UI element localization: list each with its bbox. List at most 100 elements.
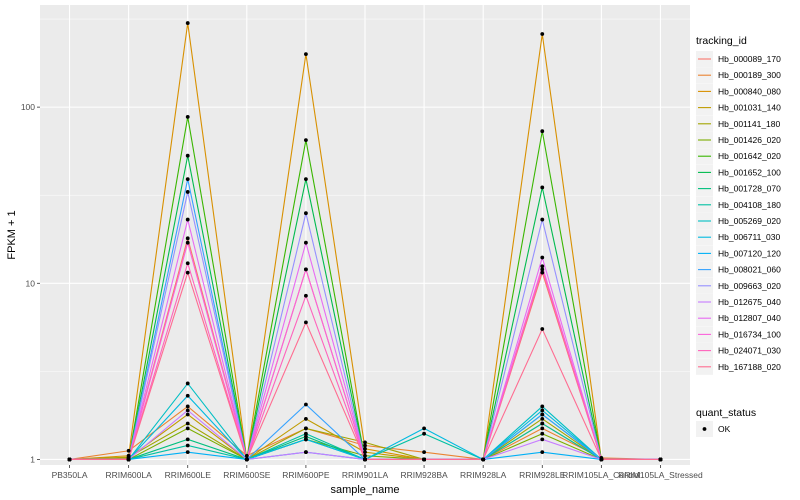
data-point	[304, 450, 308, 455]
data-point	[540, 426, 545, 431]
data-point	[540, 264, 545, 269]
y-tick-label: 1	[30, 454, 35, 464]
data-point	[422, 450, 426, 455]
data-point	[185, 236, 190, 241]
quant-status-legend: quant_status OK	[696, 407, 756, 437]
legend-label: Hb_012675_040	[718, 297, 781, 307]
legend-title: tracking_id	[696, 35, 747, 47]
data-point	[422, 457, 426, 462]
quant-status-items: OK	[696, 421, 731, 437]
x-tick-label: RRIM600LA	[105, 470, 152, 480]
legend-label: Hb_000089_170	[718, 54, 781, 64]
data-point	[185, 408, 190, 413]
data-point	[185, 240, 190, 245]
data-point	[304, 267, 308, 272]
data-point	[185, 217, 190, 222]
data-point	[540, 327, 545, 331]
legend-label: Hb_001426_020	[718, 135, 781, 145]
data-point	[185, 393, 190, 398]
legend-label: Hb_008021_060	[718, 265, 781, 275]
data-point	[304, 431, 308, 436]
legend: tracking_id Hb_000089_170 Hb_000189_300 Hb…	[696, 35, 781, 375]
data-point	[658, 457, 663, 462]
data-point	[304, 52, 308, 57]
legend-label: Hb_024071_030	[718, 346, 781, 356]
data-point	[244, 453, 249, 458]
data-point	[304, 177, 308, 182]
x-tick-label: RRIM901LA	[342, 470, 389, 480]
data-point	[126, 457, 131, 462]
legend-label: Hb_009663_020	[718, 281, 781, 291]
data-point	[540, 267, 545, 272]
data-point	[185, 426, 190, 431]
legend-label: Hb_001642_020	[718, 151, 781, 161]
data-point	[185, 177, 190, 182]
data-point	[540, 185, 545, 190]
status-legend-point	[702, 427, 707, 431]
legend-label: Hb_001141_180	[718, 119, 781, 129]
data-point	[304, 426, 308, 431]
legend-label: Hb_006711_030	[718, 232, 781, 242]
data-point	[185, 437, 190, 442]
data-point	[540, 421, 545, 426]
data-point	[540, 32, 545, 36]
data-point	[185, 443, 190, 448]
data-point	[540, 431, 545, 436]
x-tick-label: RRIM600SE	[223, 470, 271, 480]
data-point	[540, 450, 545, 455]
data-point	[185, 153, 190, 158]
x-tick-label: RRIM105LA_Stressed	[618, 470, 703, 480]
data-point	[540, 255, 545, 260]
data-point	[540, 217, 545, 222]
status-legend-label: OK	[718, 424, 731, 434]
data-point	[185, 421, 190, 426]
legend-label: Hb_000189_300	[718, 70, 781, 80]
data-point	[422, 431, 426, 436]
legend-label: Hb_167188_020	[718, 362, 781, 372]
data-point	[599, 457, 604, 462]
data-point	[363, 457, 367, 462]
data-point	[363, 440, 367, 445]
data-point	[304, 437, 308, 442]
data-point	[304, 402, 308, 407]
legend-label: Hb_016734_100	[718, 329, 781, 339]
y-tick-label: 100	[21, 102, 35, 112]
data-point	[540, 412, 545, 417]
major-gridlines	[40, 5, 690, 465]
data-point	[185, 404, 190, 409]
data-point	[363, 453, 367, 458]
data-point	[540, 270, 545, 275]
legend-label: Hb_001728_070	[718, 184, 781, 194]
data-point	[304, 138, 308, 142]
legend-label: Hb_000840_080	[718, 86, 781, 96]
data-point	[540, 404, 545, 409]
data-points	[67, 21, 663, 462]
legend-label: Hb_001652_100	[718, 167, 781, 177]
data-point	[304, 320, 308, 325]
legend-label: Hb_005269_020	[718, 216, 781, 226]
data-point	[304, 416, 308, 421]
legend-label: Hb_012807_040	[718, 313, 781, 323]
quant-status-title: quant_status	[696, 407, 756, 419]
data-point	[304, 211, 308, 216]
x-tick-label: RRIM600LE	[165, 470, 212, 480]
data-point	[540, 129, 545, 134]
x-tick-label: PB350LA	[52, 470, 88, 480]
data-point	[304, 293, 308, 298]
y-tick-label: 10	[26, 278, 36, 288]
data-point	[185, 450, 190, 455]
y-axis-title: FPKM + 1	[6, 210, 18, 259]
data-point	[540, 437, 545, 442]
data-point	[185, 270, 190, 275]
data-point	[185, 412, 190, 417]
x-axis: PB350LA RRIM600LA RRIM600LE RRIM600SE RRIM60…	[52, 465, 703, 480]
legend-label: Hb_007120_120	[718, 248, 781, 258]
x-tick-label: RRIM928LA	[460, 470, 507, 480]
legend-label: Hb_001031_140	[718, 103, 781, 113]
data-point	[185, 261, 190, 266]
data-point	[540, 416, 545, 421]
data-point	[304, 434, 308, 439]
x-tick-label: RRIM928BA	[400, 470, 448, 480]
x-tick-label: RRIM105LA_Control	[562, 470, 641, 480]
